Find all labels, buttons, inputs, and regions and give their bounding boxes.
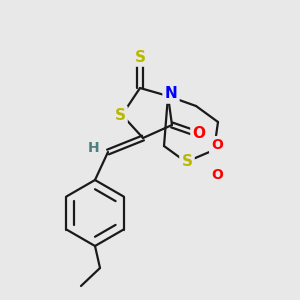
Text: S: S [182,154,193,169]
Text: N: N [165,86,177,101]
Text: O: O [211,138,223,152]
Text: S: S [115,107,125,122]
Text: O: O [193,125,206,140]
Text: H: H [88,141,100,155]
Text: O: O [211,168,223,182]
Text: S: S [134,50,146,64]
